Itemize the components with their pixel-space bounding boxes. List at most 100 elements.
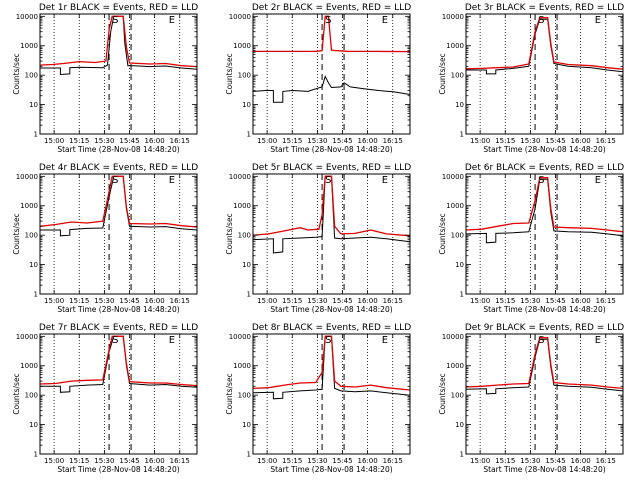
y-tick-label: 10000 [16, 173, 38, 181]
y-tick-label: 100 [238, 232, 251, 240]
y-axis-label: Counts/sec [12, 373, 21, 414]
y-tick-label: 10000 [442, 13, 464, 21]
x-axis-label: Start Time (28-Nov-08 14:48:20) [57, 305, 179, 314]
panel-title: Det 1r BLACK = Events, RED = LLD [39, 3, 198, 13]
x-tick-label: 15:15 [69, 297, 89, 305]
x-tick-label: 15:15 [282, 137, 302, 145]
y-tick-label: 10 [455, 421, 464, 429]
x-axis-label: Start Time (28-Nov-08 14:48:20) [270, 465, 392, 474]
marker-e: E [169, 175, 175, 186]
x-tick-label: 16:15 [383, 457, 403, 465]
x-tick-label: 15:45 [545, 297, 565, 305]
lld-series [465, 17, 624, 70]
x-tick-label: 15:00 [257, 297, 277, 305]
y-tick-label: 10000 [229, 13, 251, 21]
y-tick-label: 10000 [442, 173, 464, 181]
x-tick-label: 15:30 [94, 457, 114, 465]
detector-panel-3: Det 3r BLACK = Events, RED = LLD S E 1 10 100… [438, 3, 624, 154]
x-tick-label: 16:00 [145, 297, 165, 305]
x-tick-label: 15:45 [332, 137, 352, 145]
y-tick-label: 10 [242, 261, 251, 269]
y-tick-label: 1 [247, 291, 251, 299]
y-tick-label: 1000 [233, 42, 251, 50]
marker-s: S [112, 15, 118, 26]
marker-s: S [325, 175, 331, 186]
x-tick-label: 15:15 [282, 297, 302, 305]
y-tick-label: 1 [34, 131, 38, 139]
y-tick-label: 1000 [446, 42, 464, 50]
x-tick-label: 15:30 [520, 297, 540, 305]
detector-panel-7: Det 7r BLACK = Events, RED = LLD S E 1 10 100… [12, 323, 198, 474]
x-tick-label: 16:15 [596, 457, 616, 465]
panel-title: Det 8r BLACK = Events, RED = LLD [252, 323, 411, 333]
y-axis-label: Counts/sec [225, 373, 234, 414]
y-tick-label: 1 [460, 291, 464, 299]
x-tick-label: 16:15 [596, 297, 616, 305]
x-tick-label: 15:15 [495, 457, 515, 465]
panel-title: Det 2r BLACK = Events, RED = LLD [252, 3, 411, 13]
x-tick-label: 15:45 [332, 297, 352, 305]
plot-frame [465, 13, 624, 135]
x-tick-label: 15:15 [495, 137, 515, 145]
y-tick-label: 10000 [442, 333, 464, 341]
plot-frame [465, 333, 624, 455]
x-tick-label: 15:15 [69, 137, 89, 145]
lld-series [465, 177, 624, 233]
y-tick-label: 1 [460, 131, 464, 139]
lld-series [253, 15, 411, 53]
y-tick-label: 10 [29, 261, 38, 269]
x-tick-label: 16:15 [170, 457, 190, 465]
y-axis-label: Counts/sec [12, 53, 21, 94]
marker-s: S [538, 15, 544, 26]
x-tick-label: 15:30 [94, 297, 114, 305]
detector-panel-6: Det 6r BLACK = Events, RED = LLD S E 1 10 100… [438, 163, 624, 314]
plot-frame [252, 13, 411, 135]
x-axis-label: Start Time (28-Nov-08 14:48:20) [483, 465, 605, 474]
events-series [465, 178, 624, 244]
y-tick-label: 1000 [20, 202, 38, 210]
y-tick-label: 100 [451, 392, 464, 400]
y-tick-label: 1 [34, 291, 38, 299]
marker-e: E [595, 15, 601, 26]
detector-panel-9: Det 9r BLACK = Events, RED = LLD S E 1 10 100… [438, 323, 624, 474]
y-tick-label: 1000 [446, 362, 464, 370]
marker-s: S [112, 175, 118, 186]
y-tick-label: 100 [25, 392, 38, 400]
lld-series [39, 335, 198, 387]
x-axis-label: Start Time (28-Nov-08 14:48:20) [270, 305, 392, 314]
detector-panel-4: Det 4r BLACK = Events, RED = LLD S E 1 10 100… [12, 163, 198, 314]
plot-frame [39, 173, 198, 295]
marker-s: S [538, 175, 544, 186]
plot-frame [39, 333, 198, 455]
y-tick-label: 1 [247, 451, 251, 459]
x-tick-label: 15:30 [307, 137, 327, 145]
plot-frame [465, 173, 624, 295]
detector-panel-2: Det 2r BLACK = Events, RED = LLD S E 1 10 100… [225, 3, 411, 154]
x-tick-label: 15:00 [44, 137, 64, 145]
x-tick-label: 15:15 [69, 457, 89, 465]
detector-panel-8: Det 8r BLACK = Events, RED = LLD S E 1 10 100… [225, 323, 411, 474]
y-axis-label: Counts/sec [225, 53, 234, 94]
marker-s: S [325, 335, 331, 346]
y-tick-label: 1 [34, 451, 38, 459]
x-tick-label: 15:45 [119, 297, 139, 305]
lld-series [252, 175, 411, 237]
x-tick-label: 15:30 [94, 137, 114, 145]
lld-series [252, 335, 411, 391]
y-tick-label: 1 [460, 451, 464, 459]
marker-e: E [382, 175, 388, 186]
x-tick-label: 15:00 [470, 457, 490, 465]
x-tick-label: 15:45 [545, 137, 565, 145]
plot-frame [39, 13, 198, 135]
x-tick-label: 16:15 [170, 297, 190, 305]
x-tick-label: 16:15 [170, 137, 190, 145]
x-tick-label: 16:00 [571, 137, 591, 145]
y-tick-label: 10 [242, 101, 251, 109]
marker-e: E [382, 335, 388, 346]
y-axis-label: Counts/sec [438, 53, 447, 94]
x-tick-label: 16:00 [358, 297, 378, 305]
x-axis-label: Start Time (28-Nov-08 14:48:20) [57, 465, 179, 474]
y-tick-label: 1000 [233, 202, 251, 210]
y-tick-label: 100 [238, 392, 251, 400]
